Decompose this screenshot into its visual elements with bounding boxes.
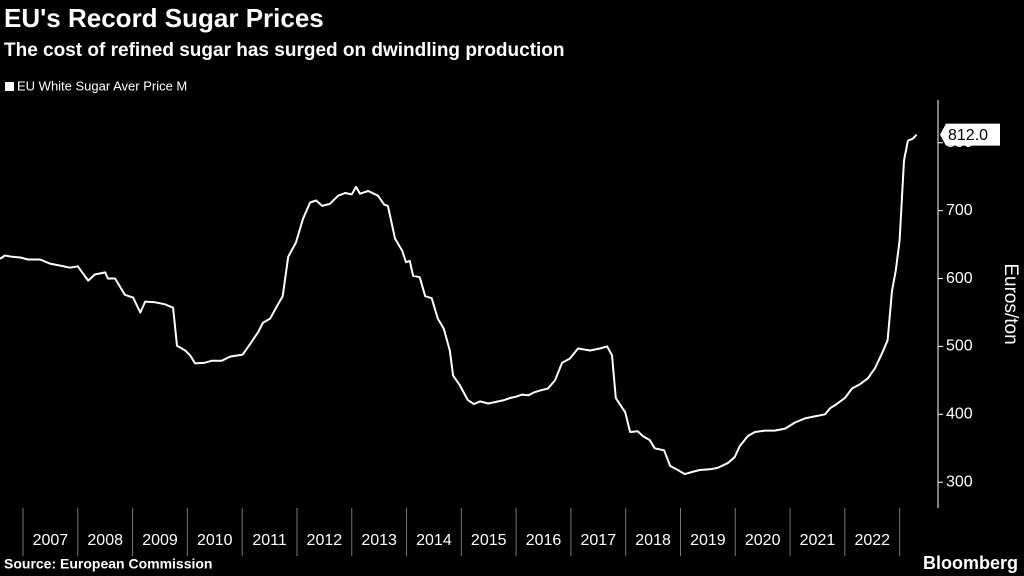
x-tick-label: 2010 [197,532,233,549]
y-tick-label: 400 [946,406,973,423]
last-value-label: 812.0 [948,127,988,144]
x-tick-label: 2011 [252,532,287,549]
legend-swatch [5,82,14,91]
brand: Bloomberg [923,553,1018,573]
x-tick-label: 2017 [581,532,617,549]
x-tick-label: 2022 [854,532,890,549]
x-tick-label: 2020 [745,532,781,549]
x-tick-label: 2009 [142,532,178,549]
x-tick-label: 2007 [33,532,69,549]
x-tick-label: 2021 [800,532,836,549]
y-tick-label: 300 [946,473,973,490]
last-value-box [940,123,1000,146]
chart-subtitle: The cost of refined sugar has surged on … [4,40,565,61]
x-tick-label: 2019 [690,532,726,549]
x-tick-label: 2014 [416,532,452,549]
y-tick-label: 500 [946,338,973,355]
legend-label: EU White Sugar Aver Price M [17,78,187,93]
x-tick-label: 2008 [87,532,123,549]
y-axis-label: Euros/ton [1000,263,1021,344]
y-tick-label: 700 [946,202,973,219]
x-tick-label: 2012 [307,532,343,549]
x-tick-label: 2018 [635,532,671,549]
y-tick-label: 600 [946,270,973,287]
line-series [0,133,918,476]
x-tick-label: 2016 [526,532,562,549]
x-tick-label: 2013 [361,532,397,549]
source: Source: European Commission [4,556,212,572]
chart-title: EU's Record Sugar Prices [4,3,324,33]
x-tick-label: 2015 [471,532,507,549]
